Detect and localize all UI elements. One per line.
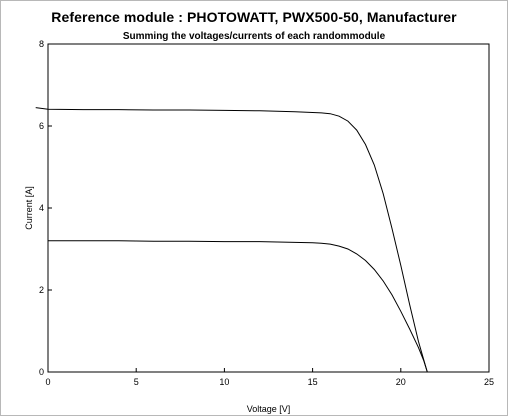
x-axis-label: Voltage [V] [247, 404, 291, 414]
x-tick-label: 5 [134, 377, 139, 387]
series-line-1 [35, 107, 428, 373]
x-tick-label: 15 [308, 377, 318, 387]
x-tick-label: 25 [484, 377, 494, 387]
plot-box [47, 43, 490, 373]
y-tick-label: 2 [39, 285, 44, 295]
x-axis: 0 5 10 15 20 25 [45, 368, 494, 387]
series-group [35, 107, 428, 373]
y-tick-label: 4 [39, 203, 44, 213]
series-line-2 [48, 240, 428, 373]
chart-subtitle: Summing the voltages/currents of each ra… [122, 31, 386, 42]
y-axis-label: Current [A] [24, 186, 34, 230]
chart-title: Reference module : PHOTOWATT, PWX500-50,… [51, 9, 457, 25]
y-tick-label: 8 [39, 39, 44, 49]
y-tick-label: 6 [39, 121, 44, 131]
y-axis: 0 2 4 6 8 [39, 39, 52, 377]
x-tick-label: 10 [219, 377, 229, 387]
x-tick-label: 0 [45, 377, 50, 387]
plot-border [47, 43, 490, 373]
y-tick-label: 0 [39, 367, 44, 377]
x-tick-label: 20 [396, 377, 406, 387]
